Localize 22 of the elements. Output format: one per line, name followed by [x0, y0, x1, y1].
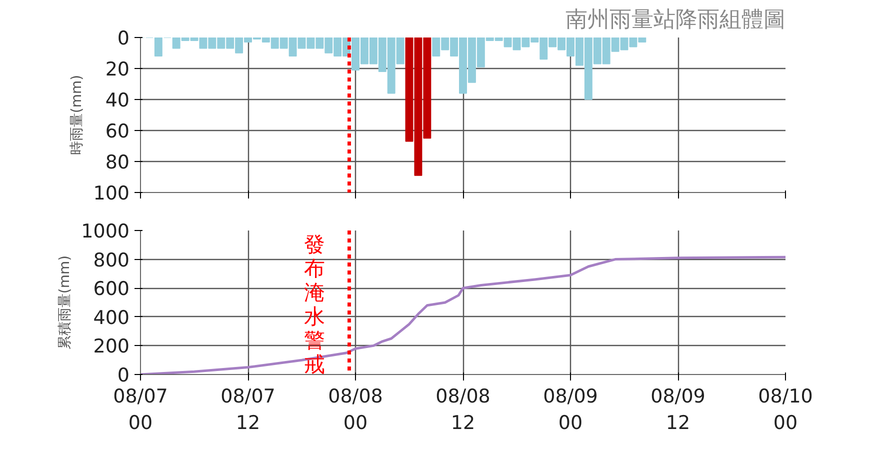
y-tick-label: 600 — [93, 278, 130, 300]
y-tick-label: 400 — [93, 306, 130, 329]
chart-title: 南州雨量站降雨組體圖 — [566, 8, 786, 32]
x-tick-label: 08/09 12 — [650, 386, 706, 434]
x-tick-label: 08/10 00 — [758, 386, 813, 434]
y-tick-label: 0 — [117, 28, 130, 50]
y-axis-title: 時雨量(mm) — [69, 74, 86, 156]
y-tick-label: 100 — [93, 182, 130, 204]
y-tick-label: 0 — [117, 364, 130, 386]
y-tick-label: 40 — [105, 90, 130, 112]
x-tick-label: 08/09 00 — [543, 386, 598, 434]
y-tick-label: 60 — [105, 120, 130, 142]
x-tick-label: 08/07 00 — [113, 386, 168, 434]
y-tick-label: 80 — [105, 152, 130, 174]
x-tick-label: 08/08 00 — [328, 386, 383, 434]
y-tick-label: 20 — [105, 58, 130, 80]
x-tick-label: 08/08 12 — [436, 386, 490, 434]
y-tick-label: 200 — [93, 336, 130, 358]
y-axis-title: 累積雨量(mm) — [57, 255, 74, 350]
y-tick-label: 1000 — [81, 220, 130, 242]
y-tick-label: 800 — [93, 249, 130, 272]
x-tick-label: 08/07 12 — [220, 386, 276, 434]
